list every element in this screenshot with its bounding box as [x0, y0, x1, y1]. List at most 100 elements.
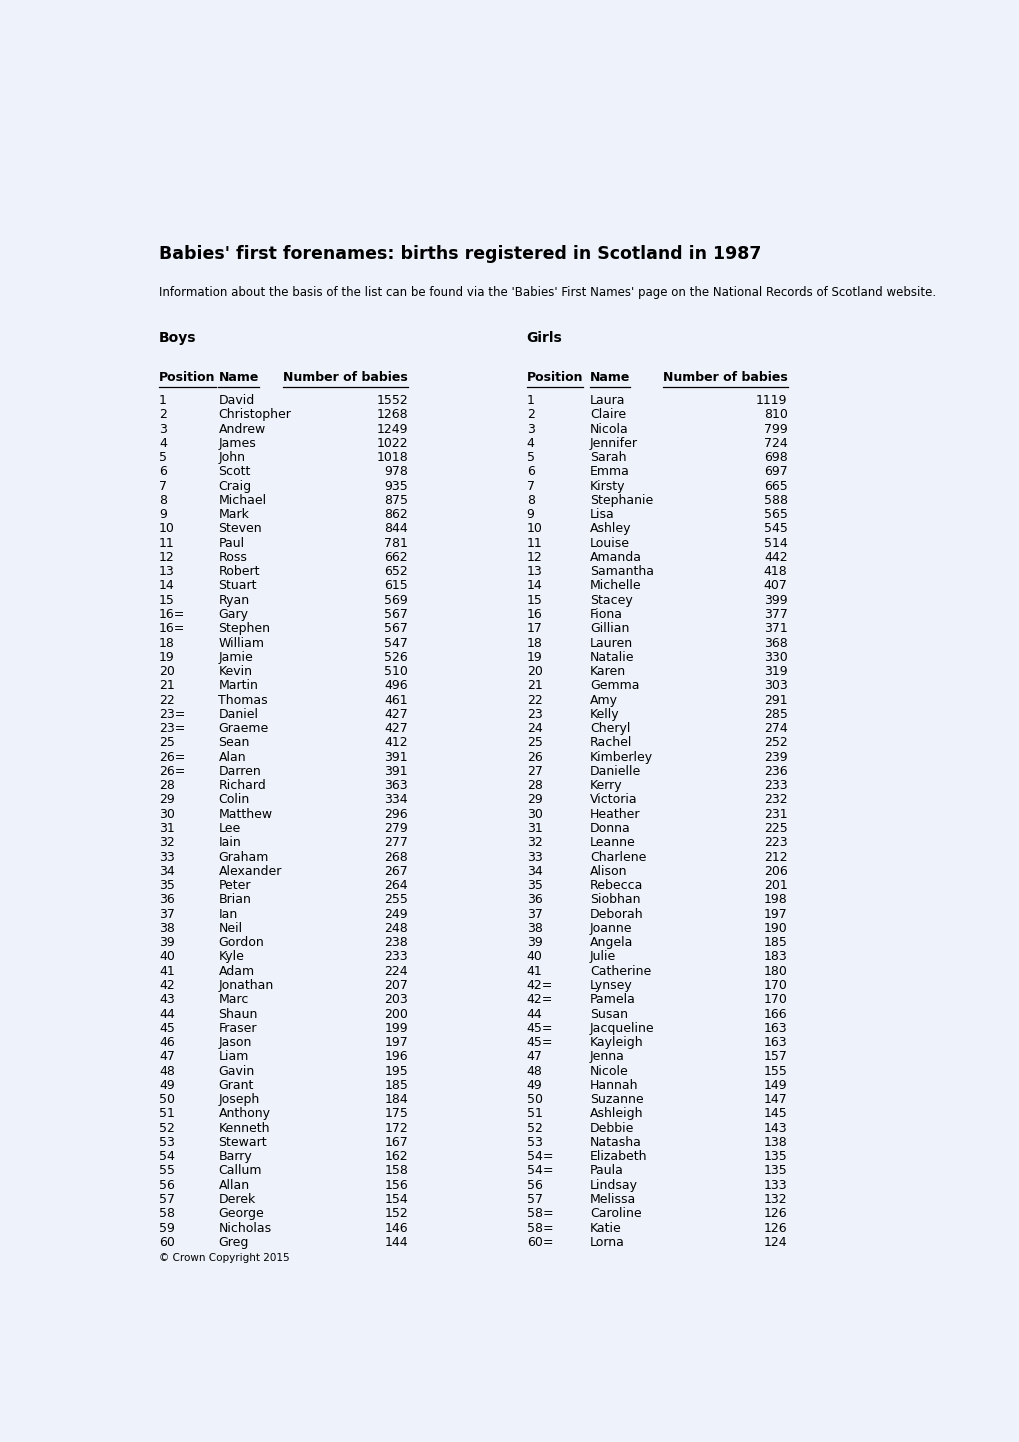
Text: Donna: Donna [589, 822, 630, 835]
Text: 26: 26 [526, 751, 542, 764]
Text: 268: 268 [384, 851, 408, 864]
Text: 303: 303 [763, 679, 787, 692]
Text: 862: 862 [384, 508, 408, 521]
Text: Hannah: Hannah [589, 1079, 638, 1092]
Text: Number of babies: Number of babies [662, 371, 787, 384]
Text: 28: 28 [159, 779, 175, 792]
Text: Julie: Julie [589, 950, 615, 963]
Text: Katie: Katie [589, 1221, 622, 1234]
Text: 978: 978 [384, 466, 408, 479]
Text: 330: 330 [763, 650, 787, 663]
Text: 15: 15 [159, 594, 175, 607]
Text: 724: 724 [763, 437, 787, 450]
Text: 875: 875 [384, 493, 408, 508]
Text: Adam: Adam [218, 965, 255, 978]
Text: Paula: Paula [589, 1165, 624, 1178]
Text: 197: 197 [384, 1035, 408, 1048]
Text: 4: 4 [159, 437, 167, 450]
Text: 363: 363 [384, 779, 408, 792]
Text: 23: 23 [526, 708, 542, 721]
Text: 19: 19 [159, 650, 174, 663]
Text: Kimberley: Kimberley [589, 751, 652, 764]
Text: 26=: 26= [159, 751, 185, 764]
Text: Stephanie: Stephanie [589, 493, 652, 508]
Text: 40: 40 [159, 950, 175, 963]
Text: 31: 31 [159, 822, 174, 835]
Text: 37: 37 [526, 907, 542, 920]
Text: 38: 38 [159, 921, 175, 934]
Text: 196: 196 [384, 1050, 408, 1063]
Text: 6: 6 [526, 466, 534, 479]
Text: Stephen: Stephen [218, 623, 270, 636]
Text: 22: 22 [526, 694, 542, 707]
Text: Stewart: Stewart [218, 1136, 267, 1149]
Text: 697: 697 [763, 466, 787, 479]
Text: Laura: Laura [589, 394, 625, 407]
Text: Catherine: Catherine [589, 965, 650, 978]
Text: 190: 190 [763, 921, 787, 934]
Text: Karen: Karen [589, 665, 626, 678]
Text: Position: Position [159, 371, 215, 384]
Text: Jason: Jason [218, 1035, 252, 1048]
Text: 60: 60 [159, 1236, 175, 1249]
Text: 49: 49 [159, 1079, 174, 1092]
Text: 201: 201 [763, 880, 787, 893]
Text: 399: 399 [763, 594, 787, 607]
Text: 50: 50 [159, 1093, 175, 1106]
Text: 30: 30 [159, 808, 175, 820]
Text: 45: 45 [159, 1022, 175, 1035]
Text: Girls: Girls [526, 330, 561, 345]
Text: 203: 203 [384, 994, 408, 1007]
Text: Paul: Paul [218, 536, 245, 549]
Text: 249: 249 [384, 907, 408, 920]
Text: 28: 28 [526, 779, 542, 792]
Text: 12: 12 [526, 551, 542, 564]
Text: Ashleigh: Ashleigh [589, 1107, 643, 1120]
Text: 36: 36 [526, 894, 542, 907]
Text: 11: 11 [159, 536, 174, 549]
Text: 22: 22 [159, 694, 174, 707]
Text: 206: 206 [763, 865, 787, 878]
Text: 19: 19 [526, 650, 542, 663]
Text: Jacqueline: Jacqueline [589, 1022, 654, 1035]
Text: 51: 51 [159, 1107, 175, 1120]
Text: Lisa: Lisa [589, 508, 614, 521]
Text: Greg: Greg [218, 1236, 249, 1249]
Text: 33: 33 [159, 851, 174, 864]
Text: Elizabeth: Elizabeth [589, 1151, 647, 1164]
Text: Nicole: Nicole [589, 1064, 628, 1077]
Text: 334: 334 [384, 793, 408, 806]
Text: 40: 40 [526, 950, 542, 963]
Text: 5: 5 [159, 451, 167, 464]
Text: Colin: Colin [218, 793, 250, 806]
Text: Fiona: Fiona [589, 609, 623, 622]
Text: Rachel: Rachel [589, 737, 632, 750]
Text: Sean: Sean [218, 737, 250, 750]
Text: Martin: Martin [218, 679, 258, 692]
Text: 34: 34 [159, 865, 174, 878]
Text: 296: 296 [384, 808, 408, 820]
Text: 36: 36 [159, 894, 174, 907]
Text: 20: 20 [159, 665, 175, 678]
Text: 48: 48 [526, 1064, 542, 1077]
Text: 255: 255 [384, 894, 408, 907]
Text: 781: 781 [384, 536, 408, 549]
Text: Claire: Claire [589, 408, 626, 421]
Text: 18: 18 [159, 636, 175, 649]
Text: Joanne: Joanne [589, 921, 632, 934]
Text: 133: 133 [763, 1178, 787, 1191]
Text: 21: 21 [159, 679, 174, 692]
Text: Stacey: Stacey [589, 594, 632, 607]
Text: 44: 44 [526, 1008, 542, 1021]
Text: 35: 35 [159, 880, 175, 893]
Text: 274: 274 [763, 722, 787, 735]
Text: 11: 11 [526, 536, 542, 549]
Text: Graham: Graham [218, 851, 269, 864]
Text: 7: 7 [159, 480, 167, 493]
Text: Jonathan: Jonathan [218, 979, 273, 992]
Text: 25: 25 [159, 737, 175, 750]
Text: 368: 368 [763, 636, 787, 649]
Text: 54=: 54= [526, 1151, 552, 1164]
Text: 180: 180 [763, 965, 787, 978]
Text: 124: 124 [763, 1236, 787, 1249]
